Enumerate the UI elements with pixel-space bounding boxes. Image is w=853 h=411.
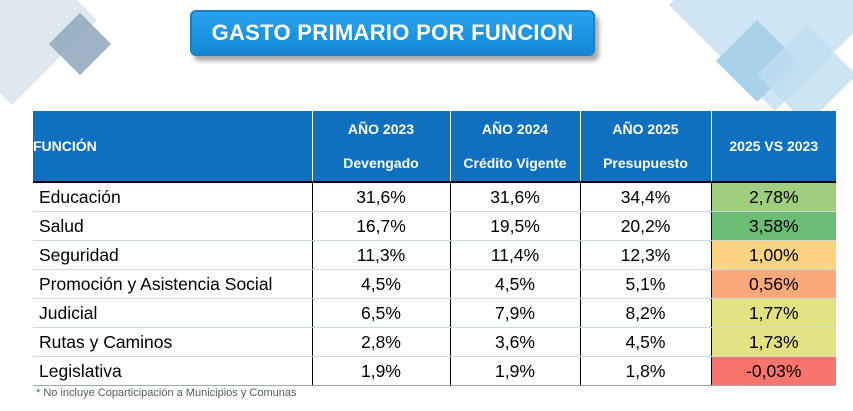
cell-2025: 5,1% (580, 269, 712, 299)
cell-2025: 1,8% (580, 356, 712, 386)
header-2025-year: AÑO 2025 (612, 121, 679, 137)
cell-diff: -0,03% (710, 356, 836, 386)
cell-2025: 4,5% (580, 327, 712, 357)
cell-funcion: Rutas y Caminos (33, 327, 313, 357)
cell-diff: 2,78% (710, 181, 836, 212)
cell-2024: 31,6% (450, 181, 581, 212)
cell-funcion: Salud (33, 211, 313, 241)
table-row: Legislativa 1,9% 1,9% 1,8% -0,03% (33, 356, 836, 386)
header-2025-sub: Presupuesto (603, 155, 688, 171)
cell-2025: 8,2% (580, 298, 712, 328)
header-2023: AÑO 2023 Devengado (312, 111, 451, 182)
cell-2023: 16,7% (312, 211, 451, 241)
header-2025: AÑO 2025 Presupuesto (580, 111, 712, 182)
header-2024: AÑO 2024 Crédito Vigente (450, 111, 581, 182)
cell-2025: 20,2% (580, 211, 712, 241)
cell-2024: 1,9% (450, 356, 581, 386)
table-row: Judicial 6,5% 7,9% 8,2% 1,77% (33, 298, 836, 328)
header-diff: 2025 VS 2023 (711, 111, 836, 182)
page-title: GASTO PRIMARIO POR FUNCION (190, 10, 595, 56)
cell-2023: 2,8% (312, 327, 451, 357)
spending-table: FUNCIÓN AÑO 2023 Devengado AÑO 2024 Créd… (33, 111, 836, 386)
header-funcion: FUNCIÓN (33, 111, 313, 182)
cell-funcion: Legislativa (33, 356, 313, 386)
cell-diff: 1,73% (710, 327, 836, 357)
cell-2024: 4,5% (450, 269, 581, 299)
header-2023-sub: Devengado (343, 155, 419, 171)
cell-2023: 31,6% (312, 181, 451, 212)
header-2024-year: AÑO 2024 (481, 121, 549, 137)
cell-2023: 6,5% (312, 298, 451, 328)
cell-funcion: Judicial (33, 298, 313, 328)
footnote: * No incluye Coparticipación a Municipio… (36, 387, 297, 399)
header-2023-year: AÑO 2023 (347, 121, 415, 137)
header-2024-sub: Crédito Vigente (463, 155, 567, 171)
cell-2024: 3,6% (450, 327, 581, 357)
table-row: Salud 16,7% 19,5% 20,2% 3,58% (33, 211, 836, 241)
cell-diff: 1,77% (710, 298, 836, 328)
cell-funcion: Promoción y Asistencia Social (33, 269, 313, 299)
cell-2023: 4,5% (312, 269, 451, 299)
cell-2024: 11,4% (450, 240, 581, 270)
cell-2025: 12,3% (580, 240, 712, 270)
cell-2023: 11,3% (312, 240, 451, 270)
cell-2023: 1,9% (312, 356, 451, 386)
cell-funcion: Educación (33, 181, 313, 212)
cell-2024: 19,5% (450, 211, 581, 241)
cell-funcion: Seguridad (33, 240, 313, 270)
cell-diff: 3,58% (710, 211, 836, 241)
cell-2025: 34,4% (580, 181, 712, 212)
table-row: Seguridad 11,3% 11,4% 12,3% 1,00% (33, 240, 836, 270)
cell-diff: 1,00% (710, 240, 836, 270)
cell-2024: 7,9% (450, 298, 581, 328)
table-row: Promoción y Asistencia Social 4,5% 4,5% … (33, 269, 836, 299)
cell-diff: 0,56% (710, 269, 836, 299)
table-header-row: FUNCIÓN AÑO 2023 Devengado AÑO 2024 Créd… (33, 111, 836, 182)
table-row: Educación 31,6% 31,6% 34,4% 2,78% (33, 181, 836, 212)
table-row: Rutas y Caminos 2,8% 3,6% 4,5% 1,73% (33, 327, 836, 357)
